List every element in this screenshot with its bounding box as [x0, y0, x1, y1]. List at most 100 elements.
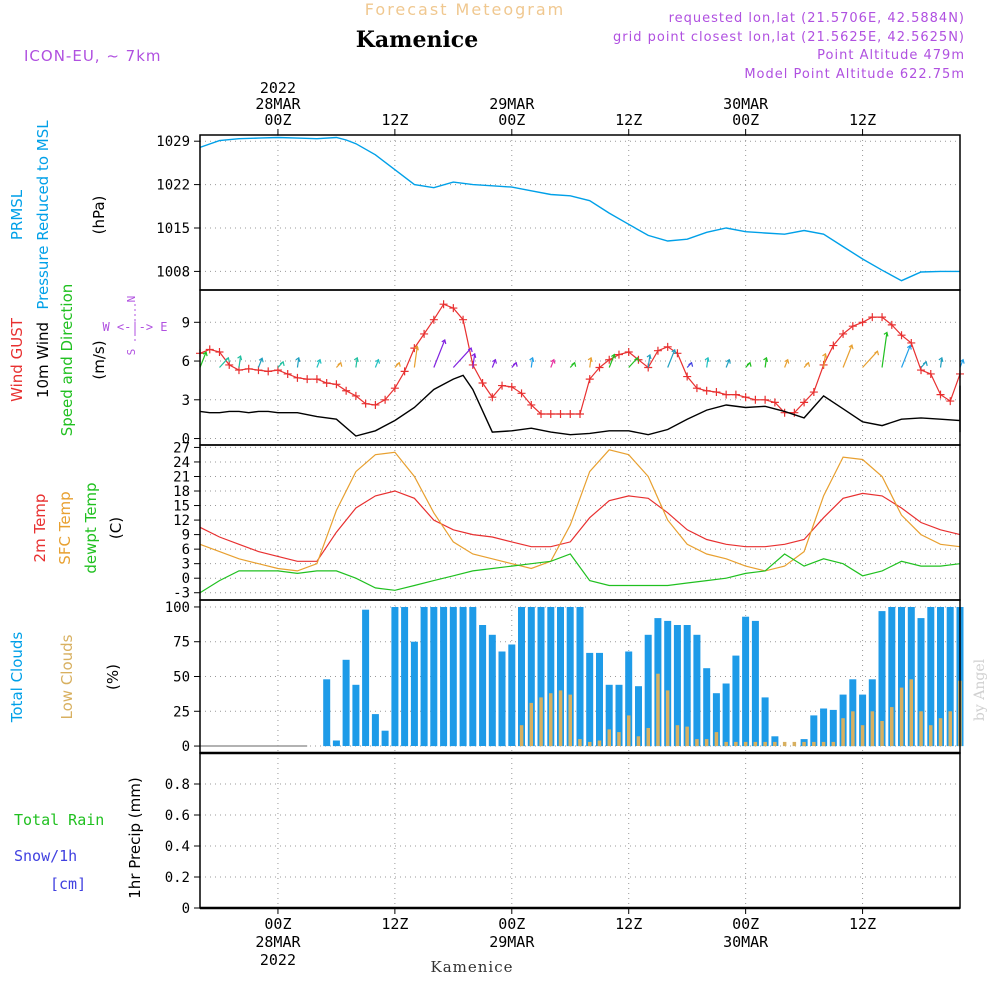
gust-marker: [614, 350, 623, 359]
total-cloud-bar: [469, 607, 477, 747]
panel-frame: [199, 134, 961, 291]
wind-arrowhead: [959, 358, 965, 364]
y-tick-label: 0.6: [165, 808, 190, 824]
gust-marker: [722, 390, 731, 399]
y-tick-label: 100: [165, 600, 190, 616]
wind-arrowhead: [395, 361, 401, 367]
total-cloud-bar: [888, 607, 896, 747]
total-cloud-bar: [449, 607, 457, 747]
total-cloud-bar: [907, 607, 915, 747]
wind-arrowhead: [922, 360, 928, 366]
y-tick-label: 12: [173, 513, 190, 529]
total-cloud-bar: [508, 644, 516, 746]
total-cloud-bar: [596, 652, 603, 747]
wind-arrow: [257, 358, 263, 368]
wind-arrowhead: [571, 361, 577, 367]
dewpt-line: [199, 553, 961, 594]
bottom-tick-label: 00Z: [264, 915, 291, 933]
total-cloud-bar: [391, 607, 399, 747]
t2m-line: [199, 490, 961, 562]
total-cloud-bar: [586, 652, 594, 747]
gust-marker: [624, 348, 633, 356]
total-cloud-bar: [937, 607, 944, 747]
gust-marker: [371, 400, 380, 409]
wind-label-1: 10m Wind: [34, 322, 52, 398]
low-cloud-bar: [841, 718, 845, 746]
wind-arrow: [822, 353, 827, 368]
precip-axis-label: 1hr Precip (mm): [126, 777, 144, 898]
wind-arrowhead: [725, 358, 731, 364]
top-tick-label: 12Z: [615, 111, 642, 129]
gust-marker: [751, 395, 760, 404]
wind-arrow: [355, 357, 358, 368]
total-cloud-bar: [810, 715, 818, 746]
total-cloud-bar: [518, 607, 525, 747]
wind-arrow: [199, 351, 207, 368]
model-altitude: Model Point Altitude 622.75m: [744, 67, 965, 82]
wind-arrow: [862, 350, 878, 368]
total-cloud-bar: [430, 607, 438, 747]
gust-marker: [585, 375, 594, 384]
total-cloud-bar: [381, 730, 389, 746]
wind-arrow: [881, 332, 888, 368]
model-label: ICON-EU, ~ 7km: [24, 47, 162, 65]
gust-marker: [517, 389, 526, 398]
wind-arrowhead: [258, 357, 264, 363]
gust-marker: [537, 410, 546, 418]
top-tick-label: 28MAR: [255, 95, 301, 113]
total-cloud-bar: [547, 607, 555, 747]
total-cloud-bar: [673, 625, 681, 746]
total-cloud-bar: [605, 684, 613, 746]
closest-coords: grid point closest lon,lat (21.5625E, 42…: [613, 30, 965, 45]
total-cloud-bar: [537, 607, 545, 747]
top-tick-label: 29MAR: [489, 95, 535, 113]
gust-marker: [800, 398, 809, 407]
gust-marker: [283, 369, 292, 378]
gust-marker: [809, 388, 818, 397]
temp-label-1: SFC Temp: [56, 491, 74, 564]
low-cloud-bar: [792, 741, 797, 747]
low-cloud-bar: [880, 721, 884, 746]
total-cloud-bar: [771, 736, 779, 746]
gust-marker: [527, 400, 536, 409]
wind-arrow: [238, 356, 242, 368]
panel-2: 0 3 6 9: [182, 289, 965, 448]
y-tick-label: 50: [173, 670, 190, 686]
gust-marker: [439, 300, 448, 309]
low-cloud-bar: [568, 694, 572, 747]
bottom-tick-label: 12Z: [615, 915, 642, 933]
total-cloud-bar: [635, 686, 642, 746]
top-tick-label: 12Z: [381, 111, 408, 129]
wind-arrowhead: [202, 351, 208, 357]
credit-watermark: by Angel: [972, 658, 988, 721]
wind-arrowhead: [848, 344, 854, 350]
wind-arrowhead: [492, 358, 497, 364]
wind-arrowhead: [611, 353, 616, 359]
gust-marker: [683, 372, 692, 381]
total-cloud-bar: [566, 607, 574, 747]
panel-frame: [199, 444, 961, 601]
y-tick-label: 0.2: [165, 870, 190, 886]
total-cloud-bar: [693, 634, 701, 747]
gust-marker: [507, 382, 516, 391]
gust-marker: [351, 391, 360, 400]
low-cloud-bar: [743, 741, 748, 747]
gust-marker: [546, 410, 555, 418]
gust-marker: [205, 345, 214, 354]
wind-arrow: [491, 359, 496, 368]
low-cloud-bar: [529, 702, 533, 746]
low-cloud-bar: [665, 690, 670, 746]
total-cloud-bar: [820, 708, 828, 747]
y-tick-label: 3: [182, 393, 190, 409]
low-cloud-bar: [519, 725, 524, 747]
y-tick-label: 15: [173, 499, 190, 515]
y-tick-label: 1022: [156, 178, 190, 194]
y-tick-label: 24: [173, 455, 190, 471]
low-cloud-bar: [734, 741, 738, 747]
low-cloud-bar: [802, 741, 806, 747]
gust-marker: [303, 375, 312, 384]
wind-arrow: [647, 354, 651, 368]
total-rain-label: Total Rain: [14, 811, 104, 829]
y-tick-label: 6: [182, 354, 190, 370]
y-tick-label: 1015: [156, 221, 190, 237]
